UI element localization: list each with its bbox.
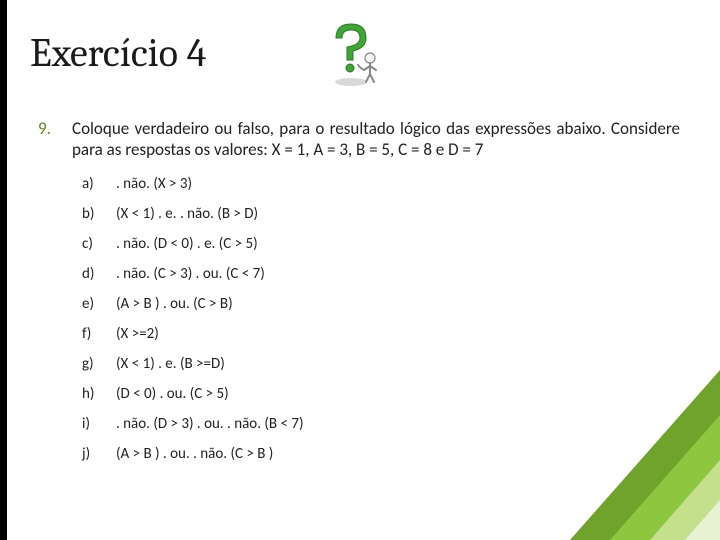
item-expression: . não. (X > 3) <box>116 175 192 193</box>
title-row: Exercício 4 <box>30 18 690 88</box>
items-list: a). não. (X > 3)b)(X < 1) . e. . não. (B… <box>82 175 690 463</box>
item-expression: (A > B ) . ou. (C > B) <box>116 295 233 313</box>
item-letter: g) <box>82 355 116 373</box>
item-expression: (D < 0) . ou. (C > 5) <box>116 385 229 403</box>
item-expression: (A > B ) . ou. . não. (C > B ) <box>116 445 273 463</box>
question-number: 9. <box>30 118 72 139</box>
item-letter: d) <box>82 265 116 283</box>
item-expression: (X < 1) . e. . não. (B > D) <box>116 205 258 223</box>
list-item: g)(X < 1) . e. (B >=D) <box>82 355 690 373</box>
question-mark-icon <box>316 18 386 88</box>
list-item: i). não. (D > 3) . ou. . não. (B < 7) <box>82 415 690 433</box>
item-letter: h) <box>82 385 116 403</box>
item-letter: e) <box>82 295 116 313</box>
item-expression: . não. (C > 3) . ou. (C < 7) <box>116 265 265 283</box>
item-expression: . não. (D < 0) . e. (C > 5) <box>116 235 258 253</box>
item-letter: c) <box>82 235 116 253</box>
left-accent-bar <box>0 0 7 540</box>
item-expression: (X < 1) . e. (B >=D) <box>116 355 225 373</box>
item-expression: . não. (D > 3) . ou. . não. (B < 7) <box>116 415 304 433</box>
item-letter: f) <box>82 325 116 343</box>
list-item: f)(X >=2) <box>82 325 690 343</box>
list-item: c). não. (D < 0) . e. (C > 5) <box>82 235 690 253</box>
item-expression: (X >=2) <box>116 325 159 343</box>
list-item: e)(A > B ) . ou. (C > B) <box>82 295 690 313</box>
page-title: Exercício 4 <box>30 30 206 76</box>
slide-content: Exercício 4 9. Coloque verdadeiro ou fal… <box>30 18 690 475</box>
item-letter: a) <box>82 175 116 193</box>
question-text: Coloque verdadeiro ou falso, para o resu… <box>72 118 690 161</box>
list-item: a). não. (X > 3) <box>82 175 690 193</box>
item-letter: b) <box>82 205 116 223</box>
list-item: h)(D < 0) . ou. (C > 5) <box>82 385 690 403</box>
list-item: d). não. (C > 3) . ou. (C < 7) <box>82 265 690 283</box>
question-body: 9. Coloque verdadeiro ou falso, para o r… <box>30 118 690 161</box>
item-letter: j) <box>82 445 116 463</box>
list-item: j)(A > B ) . ou. . não. (C > B ) <box>82 445 690 463</box>
corner-triangle-4 <box>685 500 720 540</box>
list-item: b)(X < 1) . e. . não. (B > D) <box>82 205 690 223</box>
item-letter: i) <box>82 415 116 433</box>
